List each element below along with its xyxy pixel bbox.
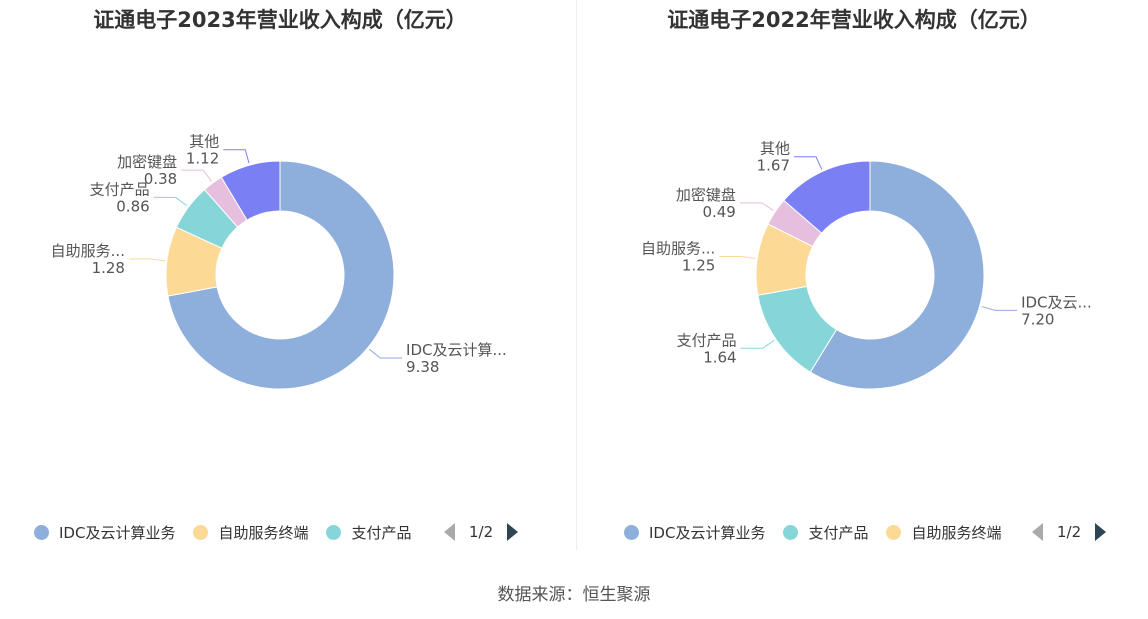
slice-value-label: 9.38 <box>406 358 439 376</box>
panel-divider <box>576 0 577 550</box>
legend-swatch <box>34 524 49 540</box>
legend-item[interactable]: 支付产品 <box>326 522 411 543</box>
leader-line <box>181 169 212 182</box>
slice-label: 加密键盘 <box>676 186 736 204</box>
leader-line <box>740 339 775 349</box>
slice-value-label: 1.12 <box>186 150 219 168</box>
slice-value-label: 0.49 <box>702 203 735 221</box>
legend-items: IDC及云计算业务 自助服务终端 支付产品 <box>34 522 440 543</box>
legend-item[interactable]: 自助服务终端 <box>193 522 308 543</box>
leader-line <box>223 149 250 164</box>
next-page-icon[interactable] <box>507 523 519 541</box>
leader-line <box>719 256 756 260</box>
legend-label: 自助服务终端 <box>911 523 1002 542</box>
previous-page-icon[interactable] <box>444 523 455 541</box>
slice-label: 自助服务... <box>641 240 715 258</box>
legend-label: IDC及云计算业务 <box>649 523 766 542</box>
chart-legend: IDC及云计算业务 支付产品 自助服务终端 1/2 <box>624 520 1107 544</box>
pie-slice[interactable] <box>167 160 395 390</box>
slice-label: 支付产品 <box>90 180 150 198</box>
data-source-note: 数据来源：恒生聚源 <box>497 585 651 605</box>
leader-line <box>128 258 165 262</box>
leader-line <box>153 196 188 207</box>
slice-value-label: 1.67 <box>757 157 790 175</box>
legend-label: IDC及云计算业务 <box>59 523 176 542</box>
legend-swatch <box>193 524 209 540</box>
legend-swatch <box>624 524 639 540</box>
legend-label: 支付产品 <box>808 523 869 542</box>
slice-label: IDC及云计算... <box>406 341 507 359</box>
chart-title: 证通电子2023年营业收入构成（亿元） <box>93 8 467 32</box>
legend-pager: 1/2 <box>1032 523 1107 541</box>
chart-panel-2022: 证通电子2022年营业收入构成（亿元） IDC及云... 7.20 支付产品 1.64… <box>574 0 1148 560</box>
legend-page-indicator: 1/2 <box>469 523 494 541</box>
next-page-icon[interactable] <box>1095 523 1107 541</box>
leader-line <box>739 202 774 212</box>
legend-pager: 1/2 <box>444 523 519 541</box>
chart-title: 证通电子2022年营业收入构成（亿元） <box>667 8 1041 32</box>
chart-panel-2023: 证通电子2023年营业收入构成（亿元） IDC及云计算... 9.38 自助服务..… <box>0 0 574 560</box>
legend-swatch <box>326 524 342 540</box>
pie-slice[interactable] <box>220 160 281 221</box>
leader-line <box>981 306 1018 311</box>
legend-items: IDC及云计算业务 支付产品 自助服务终端 <box>624 522 1028 543</box>
leader-line <box>368 348 403 359</box>
legend-item[interactable]: IDC及云计算业务 <box>34 522 175 543</box>
pie-slice[interactable] <box>783 160 871 234</box>
legend-page-indicator: 1/2 <box>1057 523 1082 541</box>
legend-label: 支付产品 <box>351 523 412 542</box>
legend-swatch <box>783 524 799 540</box>
slice-value-label: 0.86 <box>116 197 149 215</box>
legend-item[interactable]: 自助服务终端 <box>886 522 1001 543</box>
slice-label: 其他 <box>760 140 790 158</box>
legend-label: 自助服务终端 <box>218 523 309 542</box>
slice-label: 加密键盘 <box>117 153 177 171</box>
legend-swatch <box>886 524 902 540</box>
slice-value-label: 1.28 <box>92 259 125 277</box>
leader-line <box>794 156 823 170</box>
slice-label: 自助服务... <box>51 242 125 260</box>
slice-value-label: 7.20 <box>1021 310 1054 328</box>
pie-slice[interactable] <box>809 160 985 390</box>
slice-label: 支付产品 <box>677 331 737 349</box>
slice-value-label: 1.25 <box>682 257 715 275</box>
slice-label: 其他 <box>189 133 219 151</box>
chart-legend: IDC及云计算业务 自助服务终端 支付产品 1/2 <box>34 520 519 544</box>
legend-item[interactable]: 支付产品 <box>783 522 868 543</box>
slice-value-label: 1.64 <box>703 348 736 366</box>
legend-item[interactable]: IDC及云计算业务 <box>624 522 765 543</box>
slice-label: IDC及云... <box>1021 293 1092 311</box>
previous-page-icon[interactable] <box>1032 523 1043 541</box>
slice-value-label: 0.38 <box>144 170 177 188</box>
